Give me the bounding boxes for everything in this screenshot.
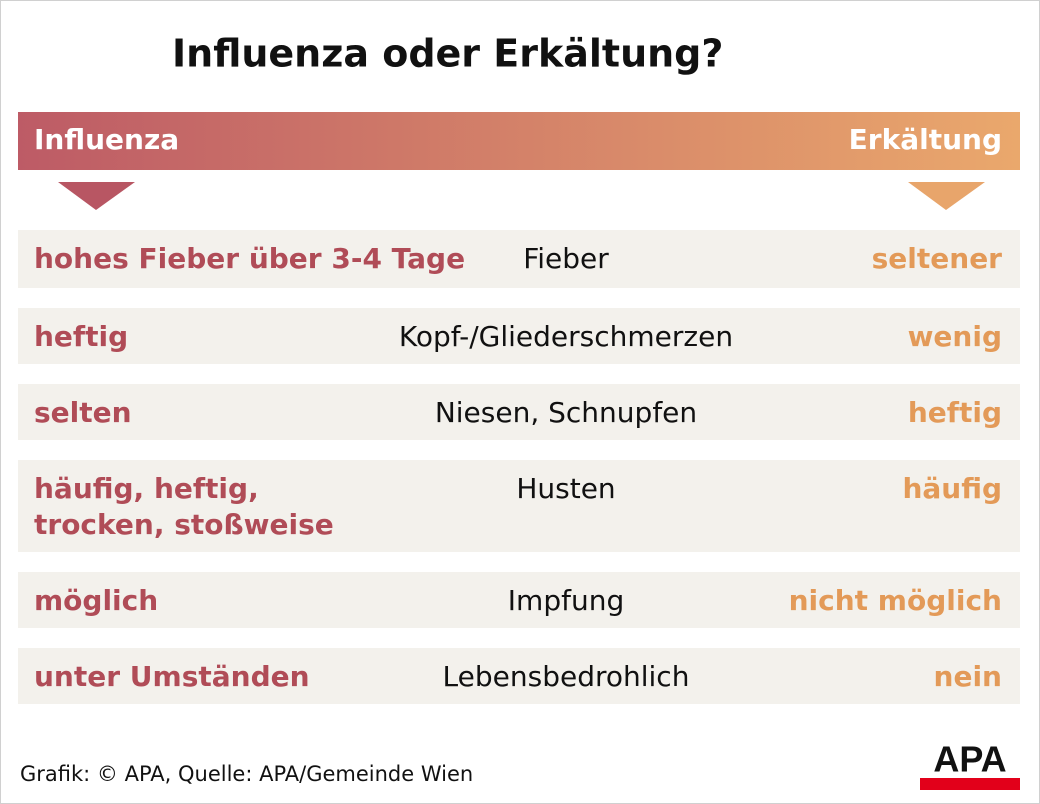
influenza-text: trocken, stoßweise [34, 508, 334, 541]
row-background [18, 230, 1020, 288]
symptom: Kopf-/Gliederschmerzen [399, 320, 733, 353]
logo-bar [920, 778, 1020, 790]
row-background [18, 572, 1020, 628]
symptom: Lebensbedrohlich [443, 660, 690, 693]
influenza-text: möglich [34, 584, 158, 617]
cold-text: seltener [872, 242, 1003, 275]
row-background [18, 384, 1020, 440]
header-bar [18, 112, 1020, 170]
cold-text: heftig [908, 396, 1002, 429]
logo: APA [933, 739, 1006, 780]
arrow-right [908, 182, 985, 210]
symptom: Niesen, Schnupfen [435, 396, 697, 429]
header-left: Influenza [34, 123, 179, 156]
arrow-left [58, 182, 135, 210]
influenza-text: häufig, heftig, [34, 472, 259, 505]
rows: hohes Fieber über 3-4 Tage Fieber seltener… [18, 230, 1020, 704]
influenza-text: unter Umständen [34, 660, 310, 693]
influenza-text: selten [34, 396, 132, 429]
header-right: Erkältung [849, 123, 1002, 156]
cold-text: nicht möglich [789, 584, 1002, 617]
title: Influenza oder Erkältung? [172, 32, 723, 76]
row-background [18, 460, 1020, 552]
source: Grafik: © APA, Quelle: APA/Gemeinde Wien [20, 762, 473, 786]
row-background [18, 308, 1020, 364]
symptom: Husten [516, 472, 615, 505]
symptom: Impfung [508, 584, 624, 617]
cold-text: häufig [902, 472, 1002, 505]
cold-text: nein [934, 660, 1002, 693]
cold-text: wenig [908, 320, 1002, 353]
influenza-text: heftig [34, 320, 128, 353]
symptom: Fieber [523, 242, 609, 275]
influenza-text: hohes Fieber über 3-4 Tage [34, 242, 465, 275]
row-background [18, 648, 1020, 704]
